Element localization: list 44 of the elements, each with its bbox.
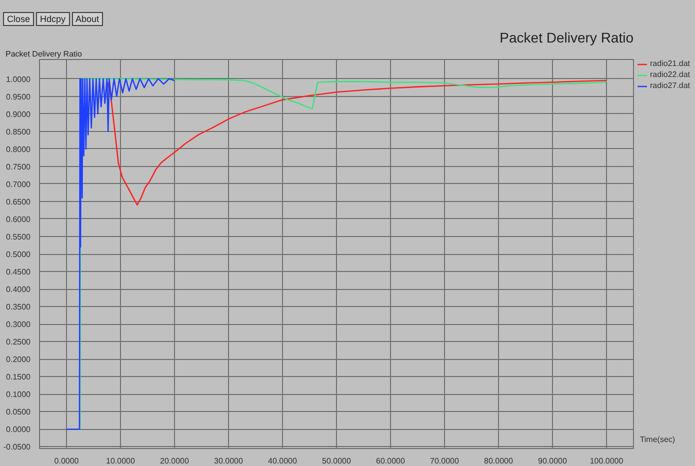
- legend-label: radio27.dat: [650, 81, 690, 90]
- line-series: [106, 80, 608, 206]
- y-tick-label: 0.6000: [6, 214, 32, 224]
- x-tick-label: 0.0000: [54, 456, 80, 466]
- y-tick-label: 0.2500: [6, 338, 32, 347]
- y-tick-label: 0.3000: [6, 320, 32, 330]
- y-tick-label: 0.7500: [6, 162, 32, 172]
- x-tick-label: 40.0000: [268, 456, 298, 466]
- y-tick-label: -0.0500: [3, 442, 32, 452]
- y-tick-label: 0.0000: [6, 425, 32, 434]
- y-tick-label: 0.4500: [6, 268, 32, 277]
- x-tick-label: 60.0000: [376, 456, 406, 466]
- y-tick-label: 0.7000: [6, 180, 32, 189]
- y-tick-label: 0.5000: [6, 250, 32, 259]
- legend-label: radio22.dat: [650, 70, 690, 79]
- chart-title: Packet Delivery Ratio: [500, 30, 634, 46]
- y-tick-label: 0.8500: [6, 127, 32, 136]
- legend-label: radio21.dat: [650, 59, 690, 68]
- y-tick-label: 0.0500: [6, 408, 32, 417]
- y-axis-title: Packet Delivery Ratio: [6, 50, 83, 58]
- x-tick-label: 100.0000: [590, 456, 624, 466]
- x-tick-label: 30.0000: [214, 456, 244, 466]
- x-tick-label: 80.0000: [484, 456, 514, 466]
- y-tick-label: 0.1000: [6, 390, 32, 400]
- text: Close: [3, 12, 34, 26]
- y-tick-label: 0.9000: [6, 110, 32, 119]
- x-tick-label: 70.0000: [430, 456, 460, 466]
- x-tick-label: 20.0000: [160, 456, 190, 466]
- y-tick-label: 0.4000: [6, 285, 32, 294]
- y-tick-label: 0.1500: [6, 372, 32, 382]
- y-tick-label: 0.9500: [6, 92, 32, 102]
- x-axis-title: Time(sec): [640, 434, 676, 444]
- line-series: [66, 78, 176, 430]
- x-tick-label: 50.0000: [322, 456, 352, 466]
- text: Hdcpy: [36, 12, 70, 26]
- text: About: [72, 12, 104, 26]
- y-tick-label: 1.0000: [6, 74, 32, 84]
- y-tick-label: 0.3500: [6, 302, 32, 312]
- y-tick-label: 0.6500: [6, 197, 32, 206]
- y-tick-label: 0.2000: [6, 355, 32, 364]
- x-tick-label: 90.0000: [538, 456, 568, 466]
- y-tick-label: 0.5500: [6, 232, 32, 242]
- x-tick-label: 10.0000: [106, 456, 136, 466]
- y-tick-label: 0.8000: [6, 144, 32, 154]
